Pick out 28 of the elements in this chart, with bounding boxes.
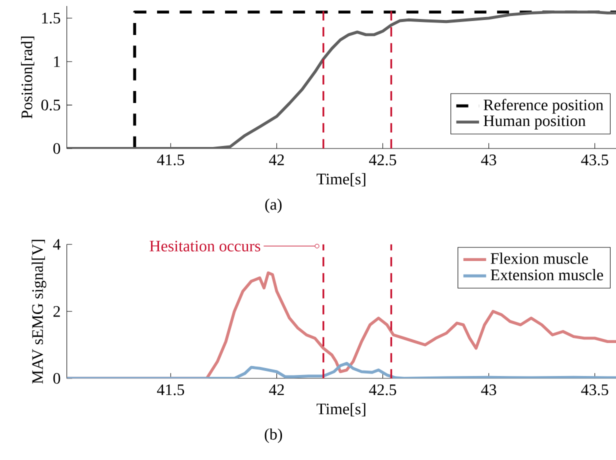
y-tick-label: 0 [53,143,60,154]
x-axis-title: Time[s] [316,403,366,416]
text: (a) [265,198,282,214]
x-tick-label: 42.5 [369,154,396,166]
legend-label: Reference position [484,98,604,114]
x-tick-label: 42 [269,384,284,396]
x-tick-label: 41.5 [157,154,184,166]
legend-label: Extension muscle [490,269,604,280]
legend-label: Human position [484,115,586,130]
x-tick-label: 43.5 [581,154,608,166]
x-axis-title: Time[s] [316,173,366,186]
y-tick-label: 0 [53,372,60,384]
text: (b) [264,428,282,443]
x-tick-label: 43 [481,384,496,396]
x-tick-label: 43.5 [581,384,608,396]
x-tick-label: 43 [481,154,496,166]
y-tick-label: 1.5 [42,12,60,24]
x-tick-label: 41.5 [157,384,184,396]
annotation: Hesitation occurs [150,240,260,252]
x-tick-label: 42 [269,154,284,166]
y-axis-title: MAV sEMG signal[V] [32,240,46,384]
y-tick-label: 2 [53,306,60,317]
legend-label: Flexion muscle [490,252,588,264]
y-tick-label: 0.5 [41,100,60,110]
y-axis-title: Position[rad] [21,36,34,119]
x-tick-label: 42.5 [369,384,396,396]
y-tick-label: 4 [53,239,61,250]
y-tick-label: 1 [54,56,60,67]
